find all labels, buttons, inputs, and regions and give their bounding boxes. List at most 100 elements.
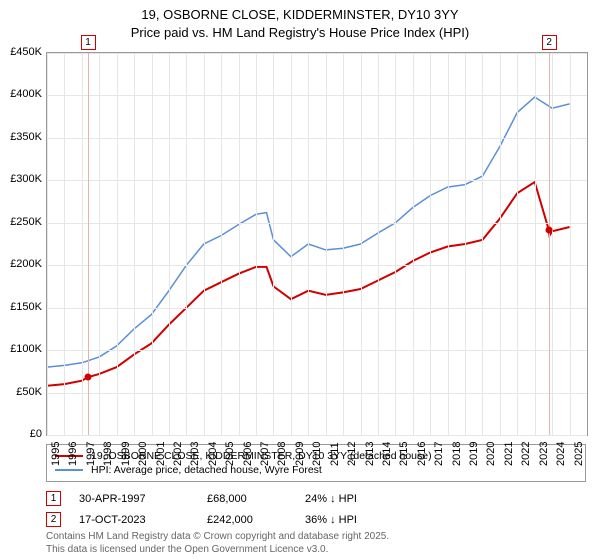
y-axis-label: £200K [2, 258, 42, 270]
x-axis-label: 2009 [294, 442, 306, 466]
grid-line-v [47, 53, 48, 435]
x-axis-label: 2006 [242, 442, 254, 466]
grid-line-v [326, 53, 327, 435]
grid-line-v [343, 53, 344, 435]
series-svg [47, 53, 587, 435]
data-row-date: 30-APR-1997 [79, 493, 189, 505]
grid-line-v [570, 53, 571, 435]
grid-line-h [47, 350, 587, 351]
grid-line-h [47, 393, 587, 394]
marker-vline [549, 53, 550, 435]
grid-line-v [82, 53, 83, 435]
x-axis-label: 2014 [381, 442, 393, 466]
grid-line-h [47, 223, 587, 224]
y-axis-label: £300K [2, 173, 42, 185]
grid-line-h [47, 53, 587, 54]
copyright: Contains HM Land Registry data © Crown c… [46, 531, 389, 556]
grid-line-h [47, 138, 587, 139]
x-axis-label: 2024 [555, 442, 567, 466]
plot-area: 12 [46, 52, 588, 436]
x-axis-label: 2021 [503, 442, 515, 466]
y-axis-label: £450K [2, 46, 42, 58]
grid-line-v [448, 53, 449, 435]
grid-line-h [47, 180, 587, 181]
x-axis-label: 2011 [329, 442, 341, 466]
y-axis-label: £50K [2, 386, 42, 398]
grid-line-v [500, 53, 501, 435]
title-line-1: 19, OSBORNE CLOSE, KIDDERMINSTER, DY10 3… [0, 6, 600, 24]
grid-line-v [465, 53, 466, 435]
data-row-date: 17-OCT-2023 [79, 514, 189, 526]
y-axis-label: £0 [2, 428, 42, 440]
x-axis-label: 2020 [485, 442, 497, 466]
x-axis-label: 1999 [120, 442, 132, 466]
grid-line-v [239, 53, 240, 435]
x-axis-label: 2002 [172, 442, 184, 466]
y-axis-label: £250K [2, 216, 42, 228]
grid-line-v [413, 53, 414, 435]
data-row-price: £242,000 [207, 514, 287, 526]
grid-line-v [64, 53, 65, 435]
x-axis-label: 2018 [451, 442, 463, 466]
grid-line-v [204, 53, 205, 435]
data-point-rows: 130-APR-1997£68,00024% ↓ HPI217-OCT-2023… [46, 488, 586, 530]
data-row: 2 17-OCT-2023 £242,000 36% ↓ HPI [46, 509, 586, 530]
copyright-line-2: This data is licensed under the Open Gov… [46, 544, 389, 557]
grid-line-v [482, 53, 483, 435]
grid-line-v [517, 53, 518, 435]
x-axis-label: 2008 [276, 442, 288, 466]
x-axis-label: 2000 [137, 442, 149, 466]
x-axis-label: 2023 [538, 442, 550, 466]
x-axis-label: 2004 [207, 442, 219, 466]
grid-line-h [47, 95, 587, 96]
grid-line-v [552, 53, 553, 435]
marker-box-1: 1 [81, 35, 96, 50]
data-row: 130-APR-1997£68,00024% ↓ HPI [46, 488, 586, 509]
grid-line-v [273, 53, 274, 435]
y-axis-label: £400K [2, 88, 42, 100]
data-point-1 [84, 374, 91, 381]
grid-line-v [221, 53, 222, 435]
chart-container: 19, OSBORNE CLOSE, KIDDERMINSTER, DY10 3… [0, 0, 600, 560]
legend-swatch [55, 469, 83, 471]
grid-line-v [134, 53, 135, 435]
x-axis-label: 2022 [520, 442, 532, 466]
y-axis-label: £150K [2, 301, 42, 313]
x-axis-label: 2001 [155, 442, 167, 466]
copyright-line-1: Contains HM Land Registry data © Crown c… [46, 531, 389, 544]
grid-line-v [308, 53, 309, 435]
x-axis-label: 1995 [50, 442, 62, 466]
x-axis-label: 2007 [259, 442, 271, 466]
x-axis-label: 2019 [468, 442, 480, 466]
grid-line-v [291, 53, 292, 435]
x-axis-label: 2010 [311, 442, 323, 466]
marker-box-2: 2 [542, 35, 557, 50]
data-row-delta: 36% ↓ HPI [305, 514, 357, 526]
x-axis-label: 2016 [416, 442, 428, 466]
x-axis-label: 1997 [85, 442, 97, 466]
x-axis-label: 2003 [189, 442, 201, 466]
grid-line-h [47, 265, 587, 266]
grid-line-h [47, 308, 587, 309]
grid-line-v [99, 53, 100, 435]
grid-line-v [378, 53, 379, 435]
x-axis-label: 2005 [224, 442, 236, 466]
x-axis-label: 2013 [364, 442, 376, 466]
grid-line-h [47, 435, 587, 436]
data-row-delta: 24% ↓ HPI [305, 493, 357, 505]
grid-line-v [152, 53, 153, 435]
x-axis-label: 2012 [346, 442, 358, 466]
grid-line-v [117, 53, 118, 435]
grid-line-v [535, 53, 536, 435]
grid-line-v [169, 53, 170, 435]
y-axis-label: £350K [2, 131, 42, 143]
grid-line-v [361, 53, 362, 435]
data-row-price: £68,000 [207, 493, 287, 505]
grid-line-v [395, 53, 396, 435]
x-axis-label: 1996 [67, 442, 79, 466]
grid-line-v [186, 53, 187, 435]
data-point-2 [545, 226, 552, 233]
data-row-marker: 2 [46, 512, 61, 527]
x-axis-label: 2017 [433, 442, 445, 466]
y-axis-label: £100K [2, 343, 42, 355]
